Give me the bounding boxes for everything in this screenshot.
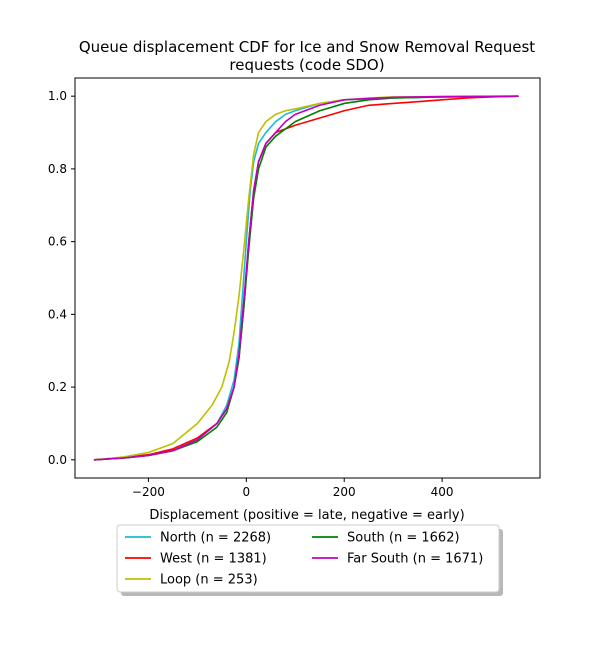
legend-label-0: North (n = 2268) [160,531,271,546]
series-line-4 [93,95,519,461]
chart-title-line-2: requests (code SDO) [229,56,384,74]
legend-box [116,524,500,593]
series-line-2 [93,95,519,461]
legend: North (n = 2268) West (n = 1381) Loop (n =… [116,524,503,596]
y-tick-label: 0.2 [48,380,67,394]
legend-items: North (n = 2268) West (n = 1381) Loop (n =… [125,531,483,588]
x-axis-label: Displacement (positive = late, negative … [149,508,464,523]
y-tick-label: 0.4 [48,307,67,321]
y-tick-label: 0.0 [48,453,67,467]
x-tick-label: 200 [333,485,356,499]
y-tick-label: 1.0 [48,89,67,103]
x-tick-label: −200 [132,485,165,499]
legend-label-4: Far South (n = 1671) [347,552,483,567]
plot-frame [74,77,541,479]
x-tick-label: 400 [431,485,454,499]
y-tick-label: 0.8 [48,162,67,176]
legend-label-1: West (n = 1381) [160,552,267,567]
legend-label-2: Loop (n = 253) [160,573,258,588]
x-axis-ticks: −200 0 200 400 [132,478,454,499]
legend-label-3: South (n = 1662) [347,531,460,546]
series-layer [93,95,519,461]
chart-title-line-1: Queue displacement CDF for Ice and Snow … [79,38,535,56]
y-axis-ticks: 0.0 0.2 0.4 0.6 0.8 1.0 [48,89,75,467]
x-tick-label: 0 [242,485,250,499]
y-tick-label: 0.6 [48,235,67,249]
